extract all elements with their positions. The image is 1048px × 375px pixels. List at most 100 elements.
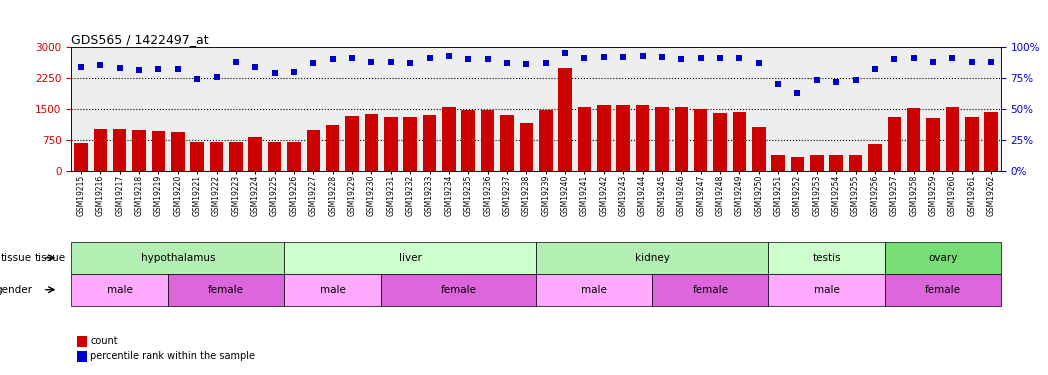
Text: male: male: [320, 285, 346, 295]
Text: female: female: [209, 285, 244, 295]
Point: [518, 61, 534, 67]
Bar: [381, 274, 536, 306]
Bar: [965, 117, 979, 171]
Point: [693, 55, 709, 61]
Point: [460, 56, 477, 62]
Bar: [248, 137, 262, 171]
Text: count: count: [90, 336, 117, 346]
Point: [286, 69, 303, 75]
Bar: [191, 142, 204, 171]
Point: [983, 59, 1000, 65]
Point: [247, 64, 264, 70]
Bar: [771, 155, 785, 171]
Point: [867, 66, 883, 72]
Bar: [168, 274, 284, 306]
Bar: [422, 115, 436, 171]
Bar: [885, 242, 1001, 274]
Bar: [71, 274, 168, 306]
Bar: [768, 242, 885, 274]
Bar: [888, 117, 901, 171]
Bar: [577, 107, 591, 171]
Bar: [675, 107, 689, 171]
Point: [189, 76, 205, 82]
Text: liver: liver: [398, 253, 421, 263]
Text: percentile rank within the sample: percentile rank within the sample: [90, 351, 255, 361]
Bar: [152, 132, 166, 171]
Point: [324, 56, 341, 62]
Bar: [442, 107, 456, 171]
Bar: [520, 123, 533, 171]
Bar: [945, 106, 959, 171]
Point: [440, 53, 457, 58]
Bar: [268, 142, 281, 171]
Bar: [733, 112, 746, 171]
Bar: [345, 116, 358, 171]
Point: [363, 59, 379, 65]
Bar: [539, 110, 552, 171]
Point: [808, 77, 825, 83]
Bar: [132, 130, 146, 171]
Point: [170, 66, 187, 72]
Point: [673, 56, 690, 62]
Point: [150, 66, 167, 72]
Text: male: male: [107, 285, 133, 295]
Text: kidney: kidney: [635, 253, 670, 263]
Point: [72, 64, 89, 70]
Bar: [829, 155, 843, 171]
Text: male: male: [813, 285, 839, 295]
Bar: [384, 117, 397, 171]
Bar: [885, 274, 1001, 306]
Point: [732, 55, 748, 61]
Bar: [210, 142, 223, 171]
Bar: [694, 109, 707, 171]
Bar: [230, 142, 243, 171]
Text: female: female: [440, 285, 477, 295]
Point: [499, 60, 516, 66]
Point: [556, 50, 573, 56]
Bar: [926, 118, 940, 171]
Point: [944, 55, 961, 61]
Bar: [536, 242, 768, 274]
Bar: [481, 110, 495, 171]
Point: [92, 62, 109, 68]
Point: [654, 54, 671, 60]
Point: [227, 59, 244, 65]
Bar: [868, 144, 881, 171]
Point: [828, 78, 845, 84]
Bar: [307, 130, 320, 171]
Point: [479, 56, 496, 62]
Bar: [849, 155, 863, 171]
Bar: [287, 142, 301, 171]
Bar: [597, 105, 611, 171]
Text: female: female: [693, 285, 728, 295]
Text: testis: testis: [812, 253, 840, 263]
Bar: [500, 114, 514, 171]
Bar: [768, 274, 885, 306]
Point: [383, 59, 399, 65]
Point: [266, 70, 283, 76]
Bar: [284, 242, 536, 274]
Bar: [636, 105, 650, 171]
Text: female: female: [924, 285, 961, 295]
Point: [634, 53, 651, 58]
Bar: [71, 242, 284, 274]
Point: [111, 65, 128, 71]
Point: [421, 55, 438, 61]
Bar: [93, 129, 107, 171]
Text: ovary: ovary: [929, 253, 958, 263]
Bar: [536, 274, 652, 306]
Bar: [714, 113, 727, 171]
Bar: [74, 142, 88, 171]
Point: [305, 60, 322, 66]
Text: hypothalamus: hypothalamus: [140, 253, 215, 263]
Point: [538, 60, 554, 66]
Point: [595, 54, 612, 60]
Point: [576, 55, 593, 61]
Point: [769, 81, 786, 87]
Bar: [113, 129, 127, 171]
Point: [886, 56, 902, 62]
Bar: [559, 68, 572, 171]
Text: male: male: [582, 285, 607, 295]
Point: [963, 59, 980, 65]
Point: [712, 55, 728, 61]
